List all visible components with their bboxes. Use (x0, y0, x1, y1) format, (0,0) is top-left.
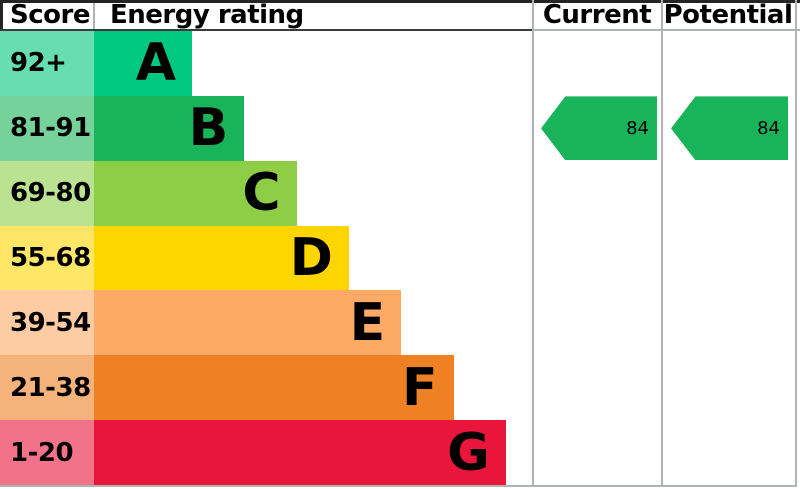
current-rating-arrow: 84 (541, 96, 657, 161)
potential-rating-value: 84 (757, 117, 780, 139)
band-letter-f: F (401, 357, 438, 418)
band-row-f: 21-38 F (0, 355, 533, 421)
band-letter-b: B (188, 98, 229, 159)
band-bar-f: F (94, 355, 454, 421)
score-column-divider (93, 3, 95, 29)
band-row-b: 81-91 B (0, 95, 533, 161)
band-bar-g: G (94, 420, 506, 486)
right-border (795, 0, 797, 487)
band-score-c: 69-80 (0, 160, 94, 226)
band-score-b: 81-91 (0, 95, 94, 161)
top-border (0, 0, 800, 3)
band-letter-e: E (349, 292, 386, 353)
bands-container: 92+ A 81-91 B 69-80 C 55-68 D 39-54 E 21… (0, 31, 533, 486)
band-score-e: 39-54 (0, 290, 94, 356)
potential-rating-arrow: 84 (671, 96, 788, 161)
band-bar-e: E (94, 290, 402, 356)
band-row-e: 39-54 E (0, 290, 533, 356)
band-letter-a: A (135, 33, 176, 94)
band-bar-b: B (94, 95, 245, 161)
band-score-g: 1-20 (0, 420, 94, 486)
band-letter-d: D (289, 228, 333, 288)
potential-column-header: Potential (663, 0, 793, 30)
band-letter-c: C (242, 163, 281, 224)
score-column-header: Score (10, 0, 90, 30)
band-row-c: 69-80 C (0, 160, 533, 226)
bottom-border (0, 485, 797, 487)
band-bar-d: D (94, 225, 349, 291)
header-left-border (0, 0, 3, 30)
band-bar-a: A (94, 31, 192, 96)
header-underline-right (533, 29, 800, 31)
current-rating-value: 84 (626, 117, 649, 139)
band-score-f: 21-38 (0, 355, 94, 421)
band-letter-g: G (447, 422, 490, 483)
band-score-a: 92+ (0, 31, 94, 96)
band-row-a: 92+ A (0, 31, 533, 96)
band-row-d: 55-68 D (0, 225, 533, 291)
band-score-d: 55-68 (0, 225, 94, 291)
energy-rating-column-header: Energy rating (110, 0, 304, 30)
band-bar-c: C (94, 160, 297, 226)
header-underline (0, 29, 533, 31)
current-column-divider (532, 0, 534, 487)
current-column-header: Current (542, 0, 652, 30)
band-row-g: 1-20 G (0, 420, 533, 486)
potential-column-divider (661, 0, 663, 487)
